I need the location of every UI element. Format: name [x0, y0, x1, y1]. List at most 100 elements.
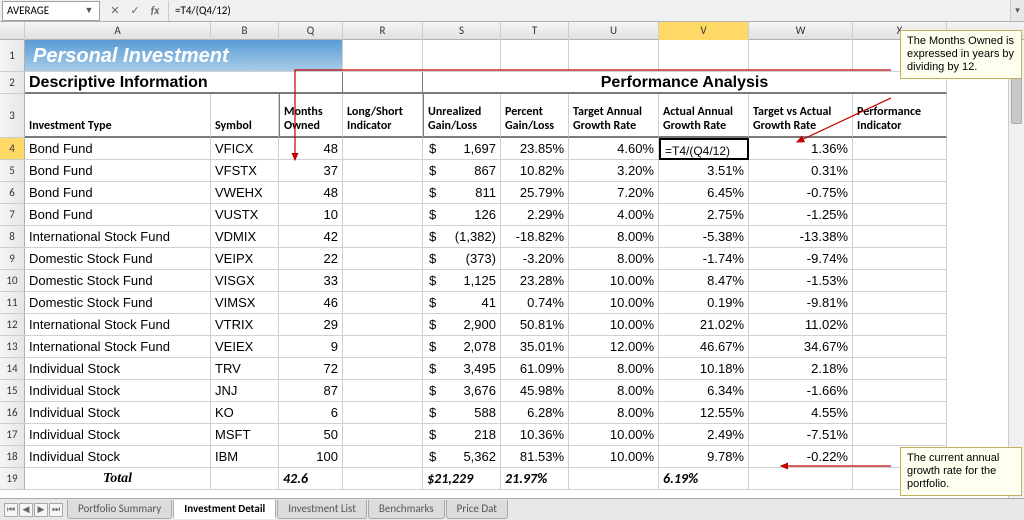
- cell[interactable]: [853, 160, 947, 182]
- cell[interactable]: [343, 226, 423, 248]
- cell[interactable]: 72: [279, 358, 343, 380]
- cell[interactable]: VUSTX: [211, 204, 279, 226]
- cell[interactable]: 8.00%: [569, 402, 659, 424]
- cell[interactable]: [853, 270, 947, 292]
- cell[interactable]: -13.38%: [749, 226, 853, 248]
- row-header[interactable]: 6: [0, 182, 25, 204]
- cell[interactable]: 12.55%: [659, 402, 749, 424]
- cell[interactable]: [853, 380, 947, 402]
- cell[interactable]: VEIEX: [211, 336, 279, 358]
- cell[interactable]: 100: [279, 446, 343, 468]
- sheet-tab[interactable]: Price Dat: [446, 500, 508, 519]
- cell[interactable]: 87: [279, 380, 343, 402]
- enter-icon[interactable]: ✓: [126, 2, 144, 20]
- column-header[interactable]: Q: [279, 22, 343, 40]
- row-header[interactable]: 7: [0, 204, 25, 226]
- tab-prev-icon[interactable]: ◀: [19, 503, 33, 517]
- cell[interactable]: -18.82%: [501, 226, 569, 248]
- cell[interactable]: $1,125: [423, 270, 501, 292]
- cell[interactable]: Individual Stock: [25, 402, 211, 424]
- cell[interactable]: [659, 40, 749, 72]
- cell[interactable]: 0.31%: [749, 160, 853, 182]
- cell[interactable]: 8.00%: [569, 380, 659, 402]
- cell[interactable]: $811: [423, 182, 501, 204]
- row-header[interactable]: 15: [0, 380, 25, 402]
- cell[interactable]: MSFT: [211, 424, 279, 446]
- cell[interactable]: 6.28%: [501, 402, 569, 424]
- cell[interactable]: 10.18%: [659, 358, 749, 380]
- cell[interactable]: [343, 72, 423, 94]
- cell[interactable]: [853, 248, 947, 270]
- cell[interactable]: $218: [423, 424, 501, 446]
- sheet-tab[interactable]: Investment List: [277, 500, 367, 519]
- cell[interactable]: 6.45%: [659, 182, 749, 204]
- cell[interactable]: [423, 40, 501, 72]
- row-header[interactable]: 17: [0, 424, 25, 446]
- cell[interactable]: 6: [279, 402, 343, 424]
- cell[interactable]: 6.34%: [659, 380, 749, 402]
- fx-icon[interactable]: fx: [146, 2, 164, 20]
- cell[interactable]: -9.74%: [749, 248, 853, 270]
- cell[interactable]: 42: [279, 226, 343, 248]
- cell[interactable]: 10.00%: [569, 292, 659, 314]
- cell[interactable]: 2.18%: [749, 358, 853, 380]
- column-header[interactable]: R: [343, 22, 423, 40]
- cell[interactable]: [853, 402, 947, 424]
- cell[interactable]: 81.53%: [501, 446, 569, 468]
- cell[interactable]: 8.00%: [569, 358, 659, 380]
- cell[interactable]: 7.20%: [569, 182, 659, 204]
- expand-formula-icon[interactable]: ▾: [1010, 0, 1024, 21]
- formula-input[interactable]: =T4/(Q4/12): [168, 1, 1010, 21]
- cell[interactable]: 2.49%: [659, 424, 749, 446]
- cell[interactable]: -7.51%: [749, 424, 853, 446]
- cell[interactable]: 8.00%: [569, 248, 659, 270]
- cell[interactable]: Domestic Stock Fund: [25, 270, 211, 292]
- cell[interactable]: Individual Stock: [25, 446, 211, 468]
- cell[interactable]: $(373): [423, 248, 501, 270]
- cell[interactable]: $5,362: [423, 446, 501, 468]
- row-header[interactable]: 5: [0, 160, 25, 182]
- cell[interactable]: -1.66%: [749, 380, 853, 402]
- cell[interactable]: [343, 314, 423, 336]
- cell[interactable]: Domestic Stock Fund: [25, 292, 211, 314]
- cell[interactable]: Individual Stock: [25, 358, 211, 380]
- cancel-icon[interactable]: ✕: [106, 2, 124, 20]
- cell[interactable]: Bond Fund: [25, 182, 211, 204]
- row-header[interactable]: 2: [0, 72, 25, 94]
- cell[interactable]: 48: [279, 182, 343, 204]
- cell[interactable]: VFSTX: [211, 160, 279, 182]
- cell[interactable]: [343, 40, 423, 72]
- cell[interactable]: $21,229: [423, 468, 501, 490]
- cell[interactable]: 48: [279, 138, 343, 160]
- cell[interactable]: $867: [423, 160, 501, 182]
- cell[interactable]: Bond Fund: [25, 160, 211, 182]
- sheet-tab[interactable]: Portfolio Summary: [67, 500, 172, 519]
- cell[interactable]: $1,697: [423, 138, 501, 160]
- cell[interactable]: 8.47%: [659, 270, 749, 292]
- cell[interactable]: JNJ: [211, 380, 279, 402]
- cell[interactable]: 3.20%: [569, 160, 659, 182]
- column-header[interactable]: B: [211, 22, 279, 40]
- cell[interactable]: 8.00%: [569, 226, 659, 248]
- cell[interactable]: $(1,382): [423, 226, 501, 248]
- cell[interactable]: VIMSX: [211, 292, 279, 314]
- cell[interactable]: -9.81%: [749, 292, 853, 314]
- cell[interactable]: Individual Stock: [25, 424, 211, 446]
- cell[interactable]: [569, 468, 659, 490]
- cell[interactable]: [343, 182, 423, 204]
- cell[interactable]: VDMIX: [211, 226, 279, 248]
- cell[interactable]: 22: [279, 248, 343, 270]
- column-header[interactable]: A: [25, 22, 211, 40]
- cell[interactable]: [343, 292, 423, 314]
- cell[interactable]: 10: [279, 204, 343, 226]
- cell[interactable]: [343, 468, 423, 490]
- cell[interactable]: 12.00%: [569, 336, 659, 358]
- cell[interactable]: 50: [279, 424, 343, 446]
- cell[interactable]: [343, 424, 423, 446]
- row-header[interactable]: 9: [0, 248, 25, 270]
- cell[interactable]: 10.00%: [569, 446, 659, 468]
- cell[interactable]: 33: [279, 270, 343, 292]
- cell[interactable]: $3,495: [423, 358, 501, 380]
- cell[interactable]: [853, 292, 947, 314]
- column-header[interactable]: S: [423, 22, 501, 40]
